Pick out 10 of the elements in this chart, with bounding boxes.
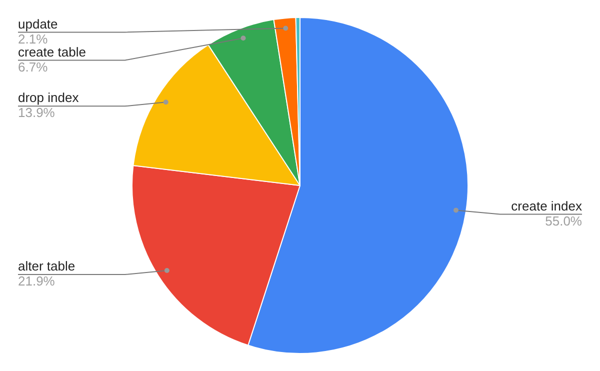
slice-label: alter table: [18, 258, 76, 274]
data-label: 55.0%: [545, 213, 582, 228]
slice-label: create table: [18, 44, 86, 60]
slice-label: drop index: [18, 90, 80, 106]
data-label: 21.9%: [18, 274, 56, 289]
data-label: 6.7%: [18, 59, 48, 74]
slice-label: create index: [511, 198, 582, 214]
data-label: 2.1%: [18, 31, 48, 46]
data-label: 13.9%: [18, 105, 56, 120]
slice-label: update: [18, 16, 58, 32]
